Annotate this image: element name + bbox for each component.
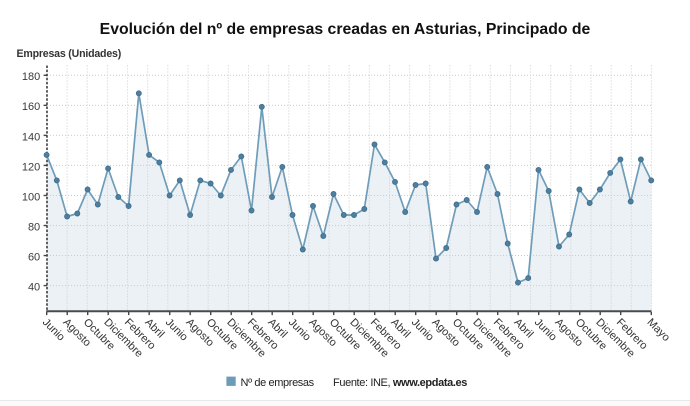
svg-text:120: 120 [22,161,40,173]
svg-text:40: 40 [28,281,40,293]
svg-text:Junio: Junio [409,316,436,343]
svg-text:Junio: Junio [163,316,190,343]
svg-text:Junio: Junio [40,316,67,343]
svg-text:100: 100 [22,191,40,203]
svg-text:160: 160 [22,101,40,113]
svg-text:60: 60 [28,251,40,263]
svg-text:Fuente: INE, www.epdata.es: Fuente: INE, www.epdata.es [333,377,467,389]
svg-text:Junio: Junio [532,316,559,343]
svg-text:Nº de empresas: Nº de empresas [241,377,315,389]
svg-text:Junio: Junio [286,316,313,343]
svg-text:140: 140 [22,131,40,143]
svg-text:Mayo: Mayo [645,316,673,344]
svg-text:180: 180 [22,71,40,83]
svg-text:80: 80 [28,221,40,233]
